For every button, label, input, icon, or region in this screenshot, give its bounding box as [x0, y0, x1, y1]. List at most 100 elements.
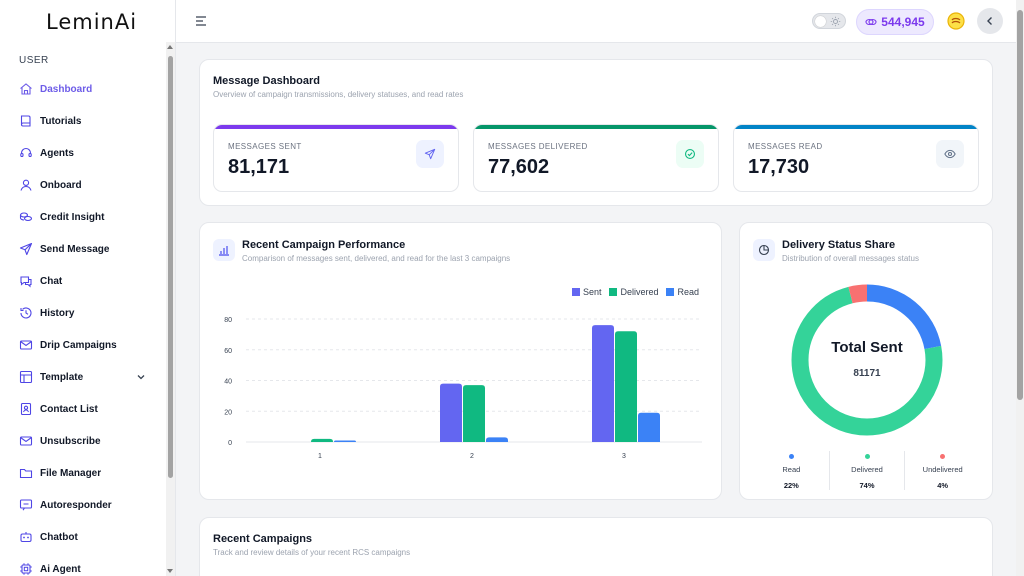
status-dot [864, 454, 870, 459]
sidebar-item-history[interactable]: History [0, 297, 166, 329]
dashboard-title: Message Dashboard [213, 75, 320, 87]
eye-icon [944, 149, 956, 159]
recent-title: Recent Campaigns [213, 533, 313, 545]
stat-accent-bar [474, 125, 718, 129]
share-stat-name: Undelivered [922, 465, 963, 474]
bar-sent-2[interactable] [440, 383, 462, 442]
reply-icon [19, 498, 33, 512]
send-icon [19, 242, 33, 256]
donut-slice-undelivered[interactable] [791, 284, 943, 436]
menu-toggle-icon[interactable] [195, 15, 207, 27]
sidebar-item-dashboard[interactable]: Dashboard [0, 73, 166, 105]
sidebar-item-chat[interactable]: Chat [0, 265, 166, 297]
legend-swatch [571, 288, 580, 296]
top-header: 544,945 [176, 0, 1016, 43]
sidebar-item-label: File Manager [40, 467, 102, 479]
bar-read-3[interactable] [638, 412, 660, 442]
send-icon [424, 148, 436, 160]
bar-sent-3[interactable] [592, 325, 614, 442]
sidebar-item-contact-list[interactable]: Contact List [0, 393, 166, 425]
folder-icon [19, 466, 33, 480]
sidebar-item-send-message[interactable]: Send Message [0, 233, 166, 265]
stat-label: MESSAGES READ [748, 142, 823, 151]
donut-center-title: Total Sent [831, 339, 903, 356]
share-subtitle: Distribution of overall messages status [782, 254, 919, 263]
home-icon [19, 82, 33, 96]
share-stat-percent: 74% [859, 481, 875, 490]
sidebar-item-unsubscribe[interactable]: Unsubscribe [0, 425, 166, 457]
page-scroll-thumb[interactable] [1017, 10, 1023, 400]
sidebar-item-template[interactable]: Template [0, 361, 166, 393]
performance-title: Recent Campaign Performance [242, 239, 406, 251]
x-tick-label: 2 [470, 453, 474, 460]
credits-badge[interactable]: 544,945 [856, 9, 934, 35]
sidebar-item-drip-campaigns[interactable]: Drip Campaigns [0, 329, 166, 361]
share-stat-name: Read [782, 465, 801, 474]
scroll-up-arrow[interactable] [167, 45, 173, 49]
donut-slice-delivered[interactable] [791, 284, 943, 436]
sidebar-scrollbar[interactable] [166, 42, 175, 576]
status-dot [788, 454, 794, 459]
performance-subtitle: Comparison of messages sent, delivered, … [242, 254, 511, 263]
sidebar-item-label: Ai Agent [40, 563, 81, 575]
sidebar-item-label: Onboard [40, 179, 82, 191]
y-tick-label: 60 [224, 348, 232, 355]
chevron-left-icon [987, 17, 992, 25]
share-stat-percent: 4% [937, 481, 949, 490]
coins-icon [865, 18, 877, 26]
legend-label: Sent [582, 287, 602, 297]
legend-item-delivered[interactable]: Delivered [609, 287, 658, 297]
legend-item-sent[interactable]: Sent [571, 287, 602, 297]
sidebar: LeminAi USER Dashboard Tutorials Agents Onb… [0, 0, 176, 576]
sidebar-item-credit-insight[interactable]: Credit Insight [0, 201, 166, 233]
sidebar-item-chatbot[interactable]: Chatbot [0, 521, 166, 553]
recent-campaigns-card: Recent Campaigns Track and review detail… [199, 517, 993, 576]
sidebar-item-agents[interactable]: Agents [0, 137, 166, 169]
book-icon [19, 114, 33, 128]
scroll-down-arrow[interactable] [167, 569, 173, 573]
legend-label: Delivered [620, 287, 659, 297]
bar-delivered-3[interactable] [615, 331, 637, 442]
status-dot [940, 454, 946, 459]
sidebar-item-label: Dashboard [40, 83, 93, 95]
sidebar-item-label: Drip Campaigns [40, 339, 117, 351]
page-scrollbar[interactable] [1016, 0, 1024, 576]
sidebar-item-label: Chat [40, 275, 63, 287]
stat-label: MESSAGES DELIVERED [488, 142, 588, 151]
sidebar-item-onboard[interactable]: Onboard [0, 169, 166, 201]
sidebar-item-file-manager[interactable]: File Manager [0, 457, 166, 489]
sun-icon [830, 16, 841, 27]
credits-value: 544,945 [881, 15, 925, 29]
app-logo[interactable]: LeminAi [46, 10, 138, 34]
chevron-down-icon[interactable] [136, 372, 146, 382]
bar-read-1[interactable] [334, 440, 356, 442]
stat-card-messages-read: MESSAGES READ 17,730 [733, 124, 979, 192]
sidebar-item-label: Tutorials [40, 115, 82, 127]
y-tick-label: 80 [224, 317, 232, 324]
stat-accent-bar [214, 125, 458, 129]
legend-swatch [666, 288, 675, 296]
bar-delivered-2[interactable] [463, 385, 485, 442]
theme-toggle[interactable] [812, 13, 846, 29]
mail-x-icon [19, 434, 33, 448]
chart-legend: Sent Delivered Read [571, 287, 699, 297]
stat-icon-box [676, 140, 704, 168]
bar-chart: 0 20 40 60 80 1 2 3 [224, 317, 702, 460]
x-tick-label: 1 [318, 453, 322, 460]
bar-delivered-1[interactable] [311, 438, 333, 442]
stat-card-messages-sent: MESSAGES SENT 81,171 [213, 124, 459, 192]
coin-icon[interactable] [946, 11, 966, 31]
cpu-icon [19, 562, 33, 576]
bar-chart-icon [213, 239, 235, 261]
bar-read-2[interactable] [486, 437, 508, 442]
sidebar-scroll-thumb[interactable] [168, 56, 173, 478]
legend-item-read[interactable]: Read [666, 287, 699, 297]
pie-chart-icon [753, 239, 775, 261]
sidebar-item-tutorials[interactable]: Tutorials [0, 105, 166, 137]
sidebar-item-autoresponder[interactable]: Autoresponder [0, 489, 166, 521]
collapse-button[interactable] [977, 8, 1003, 34]
coins-icon [19, 210, 33, 224]
sidebar-item-ai-agent[interactable]: Ai Agent [0, 553, 166, 576]
share-stat-name: Delivered [851, 465, 883, 474]
share-stat-delivered: Delivered 74% [830, 451, 906, 490]
